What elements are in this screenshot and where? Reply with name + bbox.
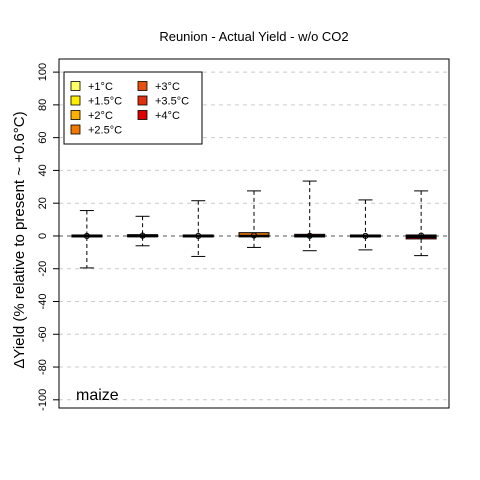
y-tick-label: -40 bbox=[37, 294, 49, 310]
box-7 bbox=[405, 190, 437, 257]
legend-item: +2°C bbox=[70, 110, 113, 122]
legend-swatch bbox=[137, 81, 148, 91]
legend-item: +3°C bbox=[137, 81, 180, 93]
mean-marker bbox=[250, 232, 258, 239]
legend-label: +1.5°C bbox=[88, 96, 122, 108]
legend-label: +1°C bbox=[88, 81, 113, 93]
crop-label: maize bbox=[76, 387, 119, 404]
grid-lines bbox=[59, 71, 449, 401]
mean-marker bbox=[418, 232, 425, 239]
legend-box bbox=[63, 71, 203, 145]
boxes bbox=[71, 180, 437, 269]
y-tick-label: -100 bbox=[37, 389, 49, 411]
legend-item: +2.5°C bbox=[70, 124, 122, 137]
mean-marker bbox=[306, 232, 313, 239]
plot-frame bbox=[58, 58, 450, 409]
y-axis: 100 80 60 40 20 0 -20 -40 -60 -80 -100 bbox=[37, 63, 60, 411]
legend-label: +3°C bbox=[155, 81, 180, 93]
legend-label: +4°C bbox=[155, 110, 180, 122]
y-tick-label: -80 bbox=[37, 359, 49, 375]
y-tick-label: 0 bbox=[37, 233, 49, 239]
box-6 bbox=[349, 199, 381, 251]
y-tick-label: 60 bbox=[37, 132, 49, 144]
y-tick-label: 20 bbox=[37, 197, 49, 209]
mean-marker bbox=[195, 232, 202, 240]
y-axis-label: ΔYield (% relative to present ~ +0.6°C) bbox=[11, 111, 28, 368]
box-4 bbox=[238, 190, 270, 248]
legend-swatch bbox=[70, 81, 81, 91]
legend-item: +1°C bbox=[70, 81, 113, 93]
legend-swatch bbox=[137, 95, 148, 106]
y-tick-label: 40 bbox=[37, 164, 49, 176]
mean-marker bbox=[139, 232, 146, 239]
legend-swatch bbox=[70, 95, 81, 106]
y-tick-label: 100 bbox=[37, 63, 49, 81]
y-tick-label: -20 bbox=[37, 261, 49, 277]
legend: +1°C +1.5°C +2°C +2.5°C +3°C +3.5°C +4°C bbox=[63, 71, 203, 145]
legend-swatch bbox=[70, 124, 81, 135]
legend-label: +3.5°C bbox=[155, 96, 189, 108]
box-3 bbox=[182, 200, 214, 257]
chart-title: Reunion - Actual Yield - w/o CO2 bbox=[159, 29, 348, 44]
legend-item: +1.5°C bbox=[70, 95, 122, 108]
box-5 bbox=[294, 180, 326, 252]
mean-marker bbox=[362, 232, 369, 240]
box-1 bbox=[71, 210, 103, 269]
y-tick-label: -60 bbox=[37, 326, 49, 342]
legend-label: +2°C bbox=[88, 110, 113, 122]
mean-marker bbox=[83, 232, 90, 240]
legend-label: +2.5°C bbox=[88, 125, 122, 137]
legend-item: +4°C bbox=[137, 110, 180, 122]
y-tick-label: 80 bbox=[37, 99, 49, 111]
legend-swatch bbox=[70, 110, 81, 120]
box-2 bbox=[127, 215, 159, 247]
legend-swatch bbox=[137, 110, 148, 120]
legend-item: +3.5°C bbox=[137, 95, 189, 108]
